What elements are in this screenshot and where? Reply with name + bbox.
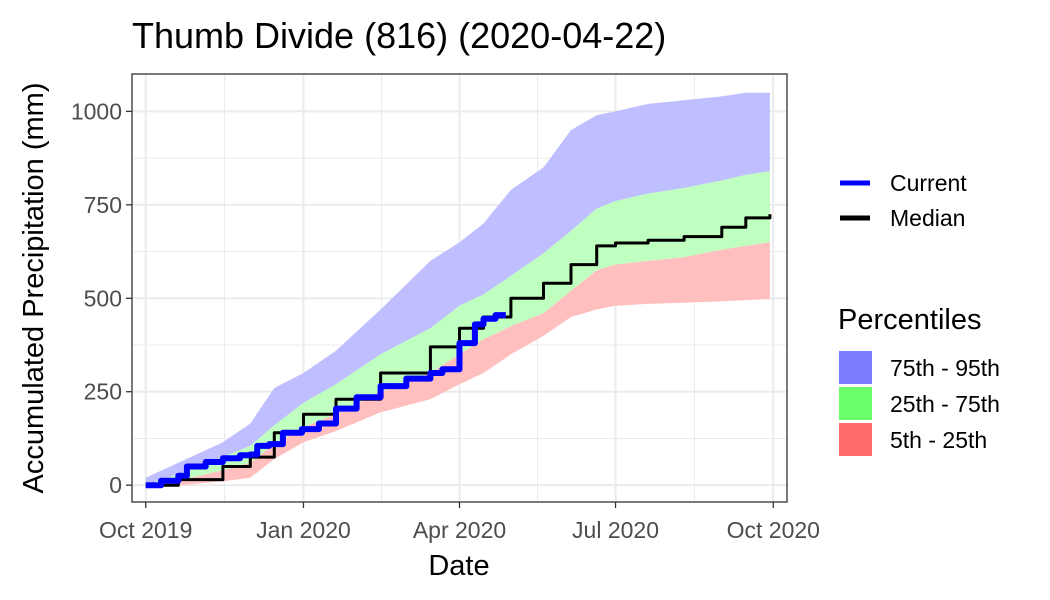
legend-label-median: Median <box>890 205 965 231</box>
band-25th-75th <box>145 171 770 486</box>
legend-swatch <box>839 387 872 420</box>
legend-label-current: Current <box>890 170 967 196</box>
x-tick-label: Jul 2020 <box>572 517 659 543</box>
y-tick-label: 1000 <box>71 98 122 124</box>
y-tick-label: 0 <box>109 472 122 498</box>
percentiles-legend: 75th - 95th 25th - 75th 5th - 25th <box>839 351 1000 456</box>
line-legend: Current Median <box>840 170 967 231</box>
y-axis-ticks: 0 250 500 750 1000 <box>71 98 132 498</box>
x-tick-label: Apr 2020 <box>413 517 506 543</box>
x-tick-label: Jan 2020 <box>256 517 351 543</box>
percentiles-legend-title: Percentiles <box>838 304 981 336</box>
series-lines <box>145 214 772 489</box>
x-axis-ticks: Oct 2019 Jan 2020 Apr 2020 Jul 2020 Oct 2020 <box>99 502 820 543</box>
chart-title: Thumb Divide (816) (2020-04-22) <box>132 15 666 56</box>
line-current <box>145 312 506 489</box>
legend-band-label: 5th - 25th <box>890 427 987 453</box>
legend-band-label: 25th - 75th <box>890 391 1000 417</box>
legend-band-label: 75th - 95th <box>890 355 1000 381</box>
x-tick-label: Oct 2020 <box>727 517 820 543</box>
legend-swatch <box>839 351 872 384</box>
band-75th-95th <box>145 92 770 486</box>
legend-swatch <box>839 423 872 456</box>
y-tick-label: 500 <box>84 285 122 311</box>
x-axis-title: Date <box>428 550 489 582</box>
y-axis-title: Accumulated Precipitation (mm) <box>18 83 50 494</box>
x-tick-label: Oct 2019 <box>99 517 192 543</box>
y-tick-label: 750 <box>84 192 122 218</box>
y-tick-label: 250 <box>84 379 122 405</box>
